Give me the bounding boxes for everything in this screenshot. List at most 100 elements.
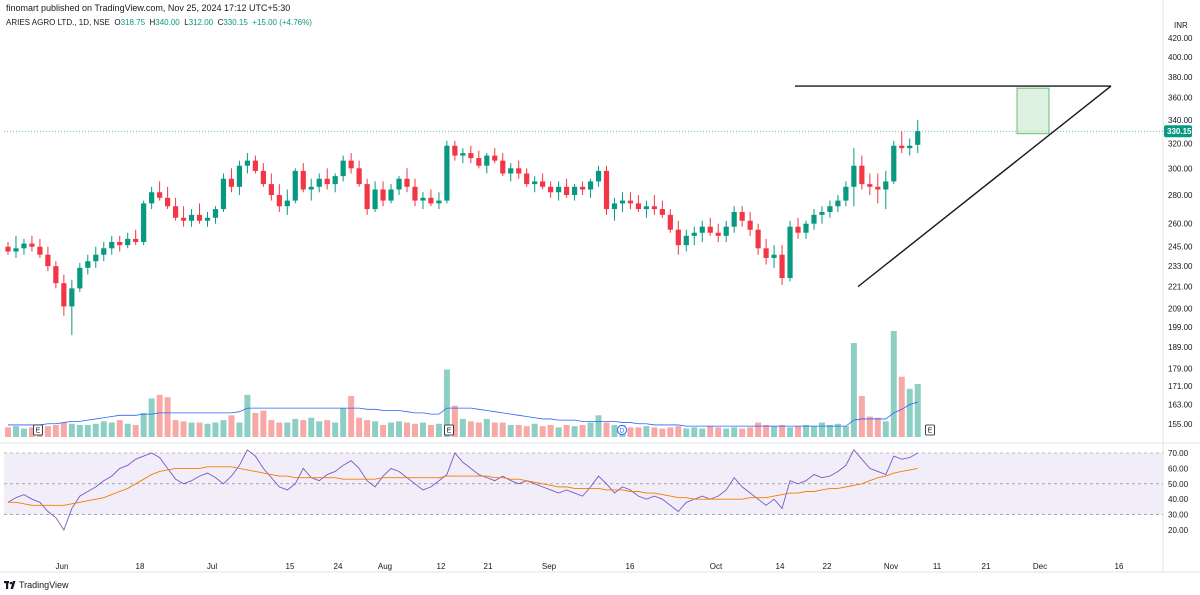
candle-body <box>739 211 745 221</box>
volume-bar <box>84 424 91 437</box>
volume-bar <box>20 428 27 437</box>
candle-body <box>635 203 642 210</box>
earnings-marker-label: E <box>36 428 41 435</box>
volume-bar <box>180 421 187 437</box>
tradingview-brand: TradingView <box>19 580 69 590</box>
y-tick-label: 380.00 <box>1168 73 1193 82</box>
volume-bar <box>723 428 730 437</box>
volume-bar <box>140 412 147 437</box>
volume-bar <box>739 428 746 437</box>
volume-bar <box>451 405 458 437</box>
volume-bar <box>76 424 83 437</box>
candle-body <box>492 155 498 161</box>
volume-ma-line <box>8 401 918 427</box>
candle-body <box>476 158 482 166</box>
candle-body <box>125 238 131 246</box>
candle-body <box>571 186 578 196</box>
candle-body <box>204 217 211 221</box>
volume-bar <box>348 396 355 437</box>
candle-body <box>683 235 689 246</box>
candle-body <box>875 186 881 190</box>
y-tick-label: 360.00 <box>1168 94 1193 103</box>
x-tick-label: 16 <box>626 562 635 571</box>
x-tick-label: 12 <box>437 562 446 571</box>
volume-bar <box>579 424 586 437</box>
volume-bar <box>491 422 498 437</box>
candle-body <box>691 232 697 236</box>
volume-bar <box>675 426 682 437</box>
candle-body <box>699 226 705 233</box>
candle-body <box>188 214 195 221</box>
candle-body <box>316 178 322 187</box>
x-tick-label: 21 <box>484 562 493 571</box>
volume-bar <box>44 426 51 437</box>
x-tick-label: Dec <box>1033 562 1047 571</box>
candle-body <box>29 243 35 247</box>
candle-body <box>883 181 889 190</box>
volume-bar <box>667 427 674 437</box>
x-tick-label: 16 <box>1115 562 1124 571</box>
candle-body <box>787 226 793 278</box>
candle-body <box>276 195 282 207</box>
candle-body <box>53 266 59 284</box>
symbol-name: ARIES AGRO LTD., 1D, NSE <box>6 18 110 27</box>
candle-body <box>308 186 314 190</box>
volume-bar <box>563 424 570 437</box>
volume-bar <box>515 424 522 437</box>
dividend-marker <box>617 425 627 435</box>
earnings-marker <box>444 424 454 436</box>
candle-body <box>627 200 634 204</box>
volume-bar <box>5 427 11 437</box>
candle-body <box>220 178 227 210</box>
candle-body <box>771 254 777 258</box>
volume-bar <box>731 427 738 437</box>
x-tick-label: 24 <box>334 562 343 571</box>
volume-bar <box>228 415 235 437</box>
volume-bar <box>523 426 530 437</box>
earnings-marker-label: E <box>447 428 452 435</box>
candle-body <box>420 197 426 201</box>
candle-body <box>93 254 99 262</box>
volume-bar <box>483 418 490 437</box>
y-tick-label: 171.00 <box>1168 382 1193 391</box>
candle-body <box>468 153 474 159</box>
x-tick-label: 21 <box>982 562 991 571</box>
volume-bar <box>555 427 562 437</box>
candle-body <box>484 155 490 166</box>
volume-bar <box>236 422 243 437</box>
candle-body <box>444 145 450 201</box>
candle-body <box>348 160 354 169</box>
volume-bar <box>427 424 434 437</box>
candle-body <box>827 206 833 212</box>
dividend-marker-label: D <box>620 429 625 435</box>
candle-body <box>524 173 530 185</box>
volume-bar <box>252 412 259 437</box>
candle-body <box>172 206 179 218</box>
volume-bar <box>28 427 35 437</box>
volume-bar <box>842 426 849 437</box>
rsi-y-tick-label: 30.00 <box>1168 511 1189 520</box>
candle-body <box>332 176 338 185</box>
candle-body <box>643 206 649 210</box>
candle-body <box>324 178 330 185</box>
candle-body <box>899 145 905 149</box>
volume-bar <box>52 424 59 437</box>
volume-bar <box>324 420 331 437</box>
volume-bar <box>300 420 307 437</box>
volume-bar <box>547 424 554 437</box>
tradingview-footer[interactable]: TradingView <box>4 578 69 592</box>
candle-body <box>165 197 171 207</box>
earnings-marker <box>925 424 935 436</box>
volume-bar <box>156 394 163 437</box>
y-tick-label: 300.00 <box>1168 164 1193 173</box>
volume-bar <box>124 423 131 437</box>
volume-bar <box>499 422 506 437</box>
candle-body <box>811 214 817 224</box>
candle-body <box>595 170 602 182</box>
support-trendline <box>857 85 1112 288</box>
open-value: 318.75 <box>120 18 146 27</box>
y-tick-label: 233.00 <box>1168 262 1193 271</box>
candle-body <box>619 200 626 204</box>
candle-body <box>380 189 386 201</box>
